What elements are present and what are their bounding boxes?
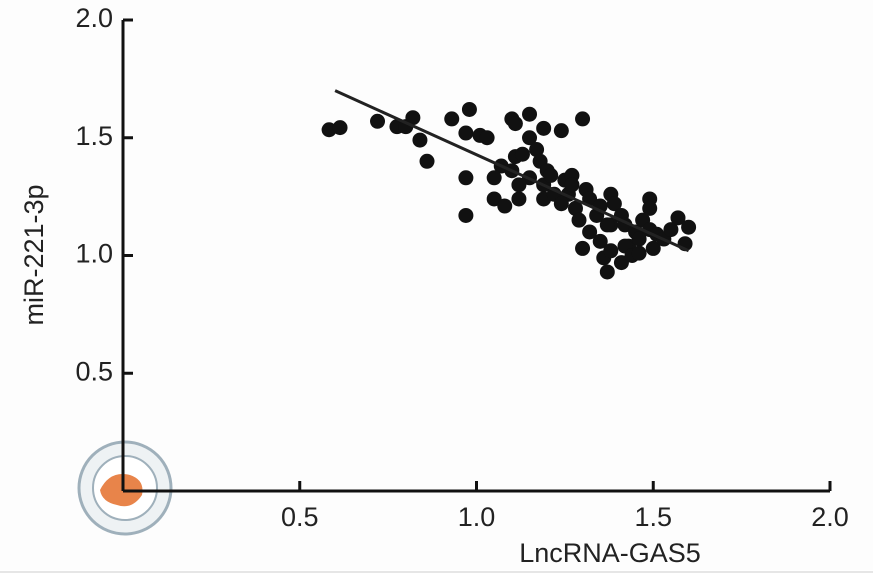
point (631, 245, 647, 261)
point (603, 243, 619, 259)
x-tick-label: 1.0 (458, 502, 496, 532)
point (599, 264, 615, 280)
point (670, 210, 686, 226)
point (486, 191, 502, 207)
y-tick-label: 2.0 (75, 3, 113, 33)
point (522, 130, 538, 146)
point (645, 240, 661, 256)
point (529, 142, 545, 158)
point (567, 200, 583, 216)
y-tick-label: 1.5 (75, 121, 113, 151)
point (412, 132, 428, 148)
point (444, 111, 460, 127)
point (497, 198, 513, 214)
point (419, 153, 435, 169)
point (599, 217, 615, 233)
point (458, 125, 474, 141)
logo (77, 440, 173, 536)
point (461, 101, 477, 117)
point (522, 106, 538, 122)
point (370, 113, 386, 129)
point (575, 111, 591, 127)
point (631, 231, 647, 247)
y-tick-label: 0.5 (75, 356, 113, 386)
trend-line (334, 89, 690, 253)
point (543, 167, 559, 183)
point (663, 222, 679, 238)
point (405, 110, 421, 126)
point (681, 219, 697, 235)
point (575, 240, 591, 256)
point (511, 191, 527, 207)
point (592, 233, 608, 249)
point (507, 116, 523, 132)
point (642, 200, 658, 216)
x-axis-label: LncRNA-GAS5 (519, 538, 701, 568)
point (571, 212, 587, 228)
point (613, 255, 629, 271)
point (553, 196, 569, 212)
point (582, 224, 598, 240)
point (536, 120, 552, 136)
point (553, 123, 569, 139)
y-axis-label: miR-221-3p (19, 184, 49, 325)
point (332, 120, 348, 136)
point (458, 207, 474, 223)
x-tick-label: 1.5 (634, 502, 672, 532)
point (564, 177, 580, 193)
point (606, 196, 622, 212)
point (511, 177, 527, 193)
point (514, 146, 530, 162)
point (479, 130, 495, 146)
x-tick-label: 2.0 (811, 502, 849, 532)
point (458, 170, 474, 186)
x-tick-label: 0.5 (281, 502, 319, 532)
y-tick-label: 1.0 (75, 239, 113, 269)
point (486, 170, 502, 186)
